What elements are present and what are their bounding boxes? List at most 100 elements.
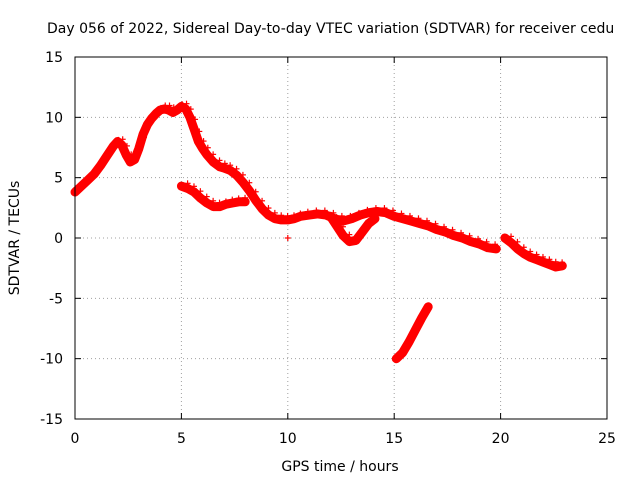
data-point xyxy=(259,205,272,213)
data-point xyxy=(199,144,211,152)
data-point xyxy=(333,222,346,230)
data-point xyxy=(135,134,147,152)
data-point xyxy=(467,235,482,245)
data-point xyxy=(442,226,456,235)
data-point xyxy=(127,153,139,165)
data-point xyxy=(533,253,546,263)
x-tick-label: 0 xyxy=(71,431,80,447)
y-tick-label: 0 xyxy=(54,231,63,247)
data-point xyxy=(433,223,448,233)
data-point xyxy=(546,258,559,268)
data-point xyxy=(114,136,126,145)
series-isolated-point xyxy=(284,235,291,241)
data-point xyxy=(408,215,422,225)
x-tick-label: 10 xyxy=(279,431,297,447)
series-band xyxy=(70,102,501,254)
x-tick-label: 25 xyxy=(598,431,616,447)
data-point xyxy=(220,162,234,172)
data-point xyxy=(246,187,259,195)
data-point xyxy=(140,122,152,138)
data-point xyxy=(210,157,223,165)
data-point xyxy=(240,179,253,186)
data-point xyxy=(365,205,379,216)
data-point xyxy=(182,105,194,113)
series-dip-branch xyxy=(325,211,380,247)
data-point xyxy=(425,220,439,229)
data-point xyxy=(306,207,320,219)
series-band xyxy=(325,211,380,247)
data-point xyxy=(265,209,278,219)
data-point xyxy=(252,197,266,204)
data-point xyxy=(203,197,217,207)
data-point xyxy=(501,233,515,241)
data-point xyxy=(425,303,432,310)
data-point xyxy=(118,142,130,149)
x-axis-label: GPS time / hours xyxy=(281,459,398,475)
data-point xyxy=(272,212,285,222)
data-point xyxy=(284,235,291,241)
series-negative-segment xyxy=(391,302,433,364)
data-point xyxy=(216,160,228,170)
data-point xyxy=(493,245,500,252)
data-point xyxy=(227,165,240,174)
data-point xyxy=(186,114,199,123)
data-point xyxy=(559,262,566,269)
data-point xyxy=(203,151,217,158)
data-point xyxy=(508,238,521,246)
data-point xyxy=(476,238,490,248)
data-point xyxy=(184,183,197,192)
series-band xyxy=(391,302,433,364)
data-point xyxy=(191,188,204,196)
y-tick-label: 10 xyxy=(45,110,63,126)
data-point xyxy=(297,208,311,220)
data-point xyxy=(540,256,553,266)
data-point xyxy=(514,244,527,252)
data-point xyxy=(484,241,499,251)
data-point xyxy=(242,198,249,205)
data-point xyxy=(169,104,182,116)
data-point xyxy=(382,207,396,216)
data-point xyxy=(527,251,540,261)
data-point xyxy=(314,207,328,217)
y-tick-label: 5 xyxy=(54,171,63,187)
data-point xyxy=(399,212,413,222)
y-tick-label: -15 xyxy=(40,412,63,428)
series-main-trace xyxy=(70,100,501,254)
data-point xyxy=(340,231,353,239)
data-point xyxy=(144,114,156,128)
data-point xyxy=(391,210,405,220)
data-point xyxy=(191,126,203,135)
data-point xyxy=(327,213,340,221)
data-point xyxy=(123,151,135,158)
series-late-segment xyxy=(500,233,567,272)
data-point xyxy=(372,215,379,222)
data-point xyxy=(178,180,191,190)
axis-ticks: 0 5 10 15 20 25 -15 -10 -5 0 5 10 15 xyxy=(40,50,616,447)
data-point xyxy=(340,212,354,225)
chart-title: Day 056 of 2022, Sidereal Day-to-day VTE… xyxy=(47,21,614,37)
y-tick-label: -10 xyxy=(40,352,63,368)
data-point xyxy=(195,138,207,145)
data-point xyxy=(374,205,388,215)
data-point xyxy=(357,206,371,219)
data-point xyxy=(459,232,473,241)
x-tick-label: 5 xyxy=(177,431,186,447)
y-tick-label: 15 xyxy=(45,50,63,66)
data-point xyxy=(161,102,173,112)
y-axis-label: SDTVAR / TECUs xyxy=(7,181,23,296)
data-point xyxy=(210,199,223,210)
data-point xyxy=(235,194,249,205)
x-tick-label: 20 xyxy=(492,431,510,447)
data-series xyxy=(70,100,567,364)
data-point xyxy=(197,193,210,202)
data-point xyxy=(178,100,190,110)
x-tick-label: 15 xyxy=(385,431,403,447)
data-point xyxy=(450,229,465,239)
series-band xyxy=(500,233,567,272)
y-tick-label: -5 xyxy=(49,291,63,307)
data-point xyxy=(416,217,430,227)
data-point xyxy=(521,248,534,257)
data-point xyxy=(233,171,246,179)
series-lower-branch xyxy=(176,180,250,212)
